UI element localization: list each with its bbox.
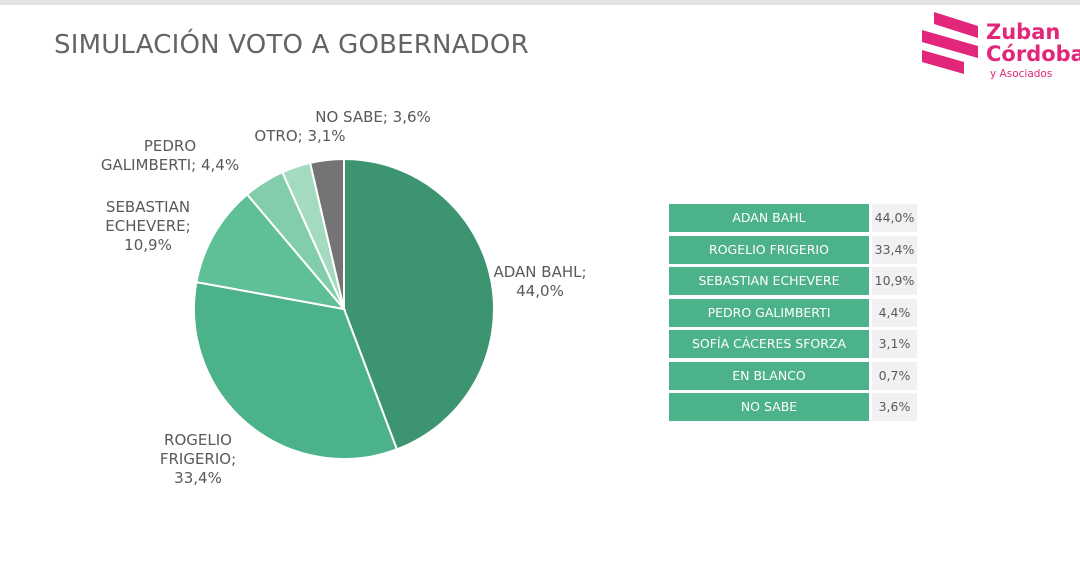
candidate-name-cell: SOFÍA CÁCERES SFORZA bbox=[669, 330, 869, 358]
pie-slice bbox=[195, 193, 347, 311]
table-row: SOFÍA CÁCERES SFORZA 3,1% bbox=[669, 330, 917, 358]
pie-slice bbox=[343, 157, 495, 451]
table-row: SEBASTIAN ECHEVERE 10,9% bbox=[669, 267, 917, 295]
candidate-value-cell: 33,4% bbox=[872, 235, 917, 264]
table-row: ROGELIO FRIGERIO 33,4% bbox=[669, 235, 917, 264]
pie-label-line: FRIGERIO; bbox=[159, 450, 237, 468]
pie-label-line: ADAN BAHL; bbox=[493, 263, 587, 281]
candidate-name-cell: PEDRO GALIMBERTI bbox=[669, 298, 869, 327]
top-strip bbox=[0, 0, 1080, 5]
table-row: EN BLANCO 0,7% bbox=[669, 361, 917, 390]
pie-slice-label: NO SABE; 3,6% bbox=[315, 108, 431, 127]
page-title: SIMULACIÓN VOTO A GOBERNADOR bbox=[54, 30, 529, 60]
pie-slice-label: ROGELIO FRIGERIO; 33,4% bbox=[160, 431, 236, 488]
table-row: NO SABE 3,6% bbox=[669, 393, 917, 421]
pie-slice-label: OTRO; 3,1% bbox=[254, 127, 345, 146]
candidate-name-cell: ROGELIO FRIGERIO bbox=[669, 235, 869, 264]
pie-slice-label: ADAN BAHL; 44,0% bbox=[493, 263, 586, 301]
logo-text-zuban: Zuban bbox=[986, 20, 1061, 44]
logo-stripes-icon bbox=[922, 12, 978, 74]
pie-label-line: ECHEVERE; bbox=[105, 217, 191, 235]
pie-slice bbox=[308, 157, 345, 310]
candidate-name-cell: ADAN BAHL bbox=[669, 204, 869, 232]
candidate-value-cell: 44,0% bbox=[872, 204, 917, 232]
candidate-name-cell: EN BLANCO bbox=[669, 361, 869, 390]
pie-label-line: GALIMBERTI; 4,4% bbox=[100, 156, 240, 174]
pie-label-line: OTRO; 3,1% bbox=[254, 127, 346, 145]
logo-text-cordoba: Córdoba bbox=[986, 42, 1080, 66]
table-row: PEDRO GALIMBERTI 4,4% bbox=[669, 298, 917, 327]
pie-slice bbox=[193, 280, 399, 460]
pie-label-line: ROGELIO bbox=[164, 431, 232, 449]
pie-label-line: 44,0% bbox=[516, 282, 564, 300]
candidate-value-cell: 3,6% bbox=[872, 393, 917, 421]
pie-label-line: SEBASTIAN bbox=[105, 198, 191, 216]
logo-text-asociados: y Asociados bbox=[990, 68, 1053, 80]
table-row: ADAN BAHL 44,0% bbox=[669, 204, 917, 232]
pie-slice-label: PEDRO GALIMBERTI; 4,4% bbox=[101, 137, 239, 175]
candidate-value-cell: 3,1% bbox=[872, 330, 917, 358]
candidate-name-cell: SEBASTIAN ECHEVERE bbox=[669, 267, 869, 295]
pie-label-line: PEDRO bbox=[143, 137, 197, 155]
pie-label-line: 10,9% bbox=[124, 236, 172, 254]
candidate-value-cell: 4,4% bbox=[872, 298, 917, 327]
pie-slice-label: SEBASTIAN ECHEVERE; 10,9% bbox=[105, 198, 190, 255]
pie-label-line: 33,4% bbox=[174, 469, 222, 487]
pie-label-line: NO SABE; 3,6% bbox=[315, 108, 431, 126]
brand-logo: Zuban Córdoba y Asociados bbox=[918, 12, 1080, 84]
candidate-name-cell: NO SABE bbox=[669, 393, 869, 421]
candidate-value-cell: 0,7% bbox=[872, 361, 917, 390]
candidate-value-cell: 10,9% bbox=[872, 267, 917, 295]
